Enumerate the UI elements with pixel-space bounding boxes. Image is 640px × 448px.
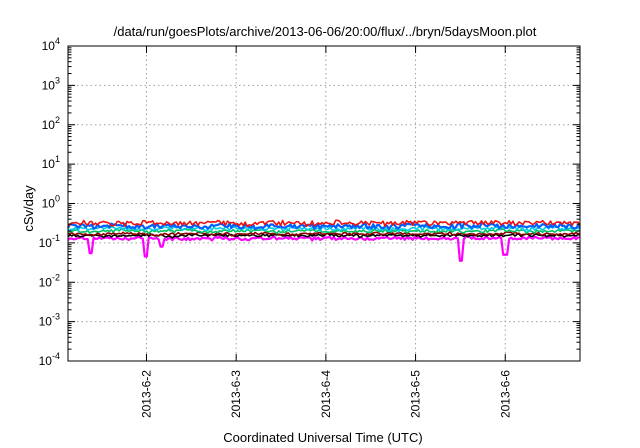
y-tick-label: 10-4 — [39, 351, 60, 368]
y-tick-label: 103 — [42, 75, 60, 92]
y-tick-label: 101 — [42, 154, 60, 171]
y-tick-label: 10-3 — [39, 312, 60, 329]
series-group — [67, 219, 581, 262]
series-line — [67, 235, 581, 262]
x-tick-labels: 2013-6-2 2013-6-3 2013-6-4 2013-6-5 2013-6-6 — [139, 370, 512, 418]
series-line — [67, 225, 581, 233]
grid — [68, 46, 580, 361]
x-tick-label: 2013-6-2 — [139, 370, 153, 418]
y-axis-label: cSv/day — [21, 185, 36, 232]
y-tick-label: 100 — [42, 194, 60, 211]
y-tick-labels: 10-4 10-3 10-2 10-1 100 101 102 103 104 — [39, 36, 60, 368]
x-tick-label: 2013-6-4 — [319, 370, 333, 418]
y-tick-label: 10-1 — [39, 233, 60, 250]
plot-frame — [67, 45, 581, 362]
x-tick-label: 2013-6-3 — [229, 370, 243, 418]
y-tick-label: 10-2 — [39, 272, 60, 289]
x-tick-label: 2013-6-6 — [498, 370, 512, 418]
x-tick-label: 2013-6-5 — [409, 370, 423, 418]
series-line — [67, 219, 581, 228]
x-axis-label: Coordinated Universal Time (UTC) — [223, 430, 422, 445]
y-tick-label: 104 — [42, 36, 60, 53]
chart-title: /data/run/goesPlots/archive/2013-06-06/2… — [114, 24, 537, 39]
series-line — [67, 221, 581, 231]
y-tick-label: 102 — [42, 115, 60, 132]
series-line — [67, 231, 581, 237]
